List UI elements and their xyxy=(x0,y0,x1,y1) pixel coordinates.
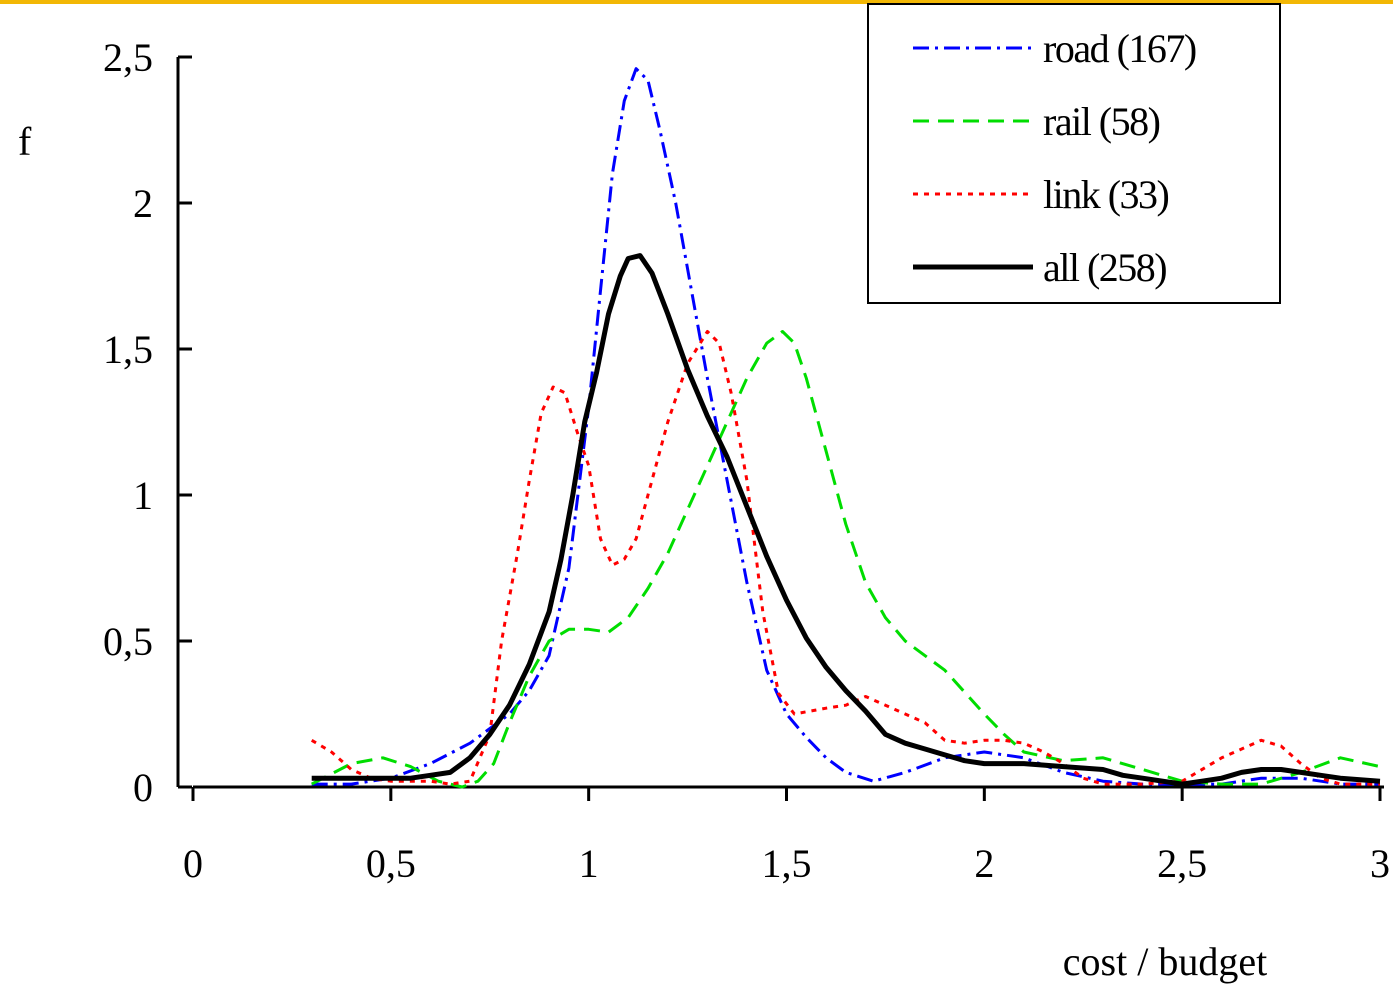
x-tick-label: 1,5 xyxy=(762,841,812,886)
x-tick-label: 2 xyxy=(974,841,994,886)
series-line-4 xyxy=(311,253,1381,787)
legend-label: road (167) xyxy=(1043,26,1196,71)
x-tick-label: 0 xyxy=(183,841,203,886)
legend-label: link (33) xyxy=(1043,172,1169,217)
legend-items: road (167) rail (58) link (33) all (258) xyxy=(913,26,1197,290)
legend-label: rail (58) xyxy=(1043,99,1160,144)
x-axis-title: cost / budget xyxy=(1063,939,1267,984)
y-ticks: 0 0,5 1 1,5 2 2,5 xyxy=(103,35,192,810)
y-tick-label: 1 xyxy=(133,473,153,518)
series-layer xyxy=(310,67,1381,789)
x-tick-label: 1 xyxy=(579,841,599,886)
legend: road (167) rail (58) link (33) all (258) xyxy=(867,3,1281,304)
y-tick-label: 2 xyxy=(133,181,153,226)
top-accent-bar xyxy=(0,0,1393,4)
x-ticks: 0 0,5 1 1,5 2 2,5 3 xyxy=(183,787,1390,886)
y-tick-label: 0 xyxy=(133,765,153,810)
series-line-2 xyxy=(311,330,1381,789)
series-line-3 xyxy=(310,330,1380,786)
y-tick-label: 1,5 xyxy=(103,327,153,372)
legend-box xyxy=(867,3,1281,304)
x-tick-label: 0,5 xyxy=(366,841,416,886)
y-axis-title: f xyxy=(18,119,32,164)
y-tick-label: 0,5 xyxy=(103,619,153,664)
x-tick-label: 3 xyxy=(1370,841,1390,886)
y-tick-label: 2,5 xyxy=(103,35,153,80)
series-line-1 xyxy=(311,67,1380,786)
x-tick-label: 2,5 xyxy=(1157,841,1207,886)
legend-label: all (258) xyxy=(1043,245,1166,290)
